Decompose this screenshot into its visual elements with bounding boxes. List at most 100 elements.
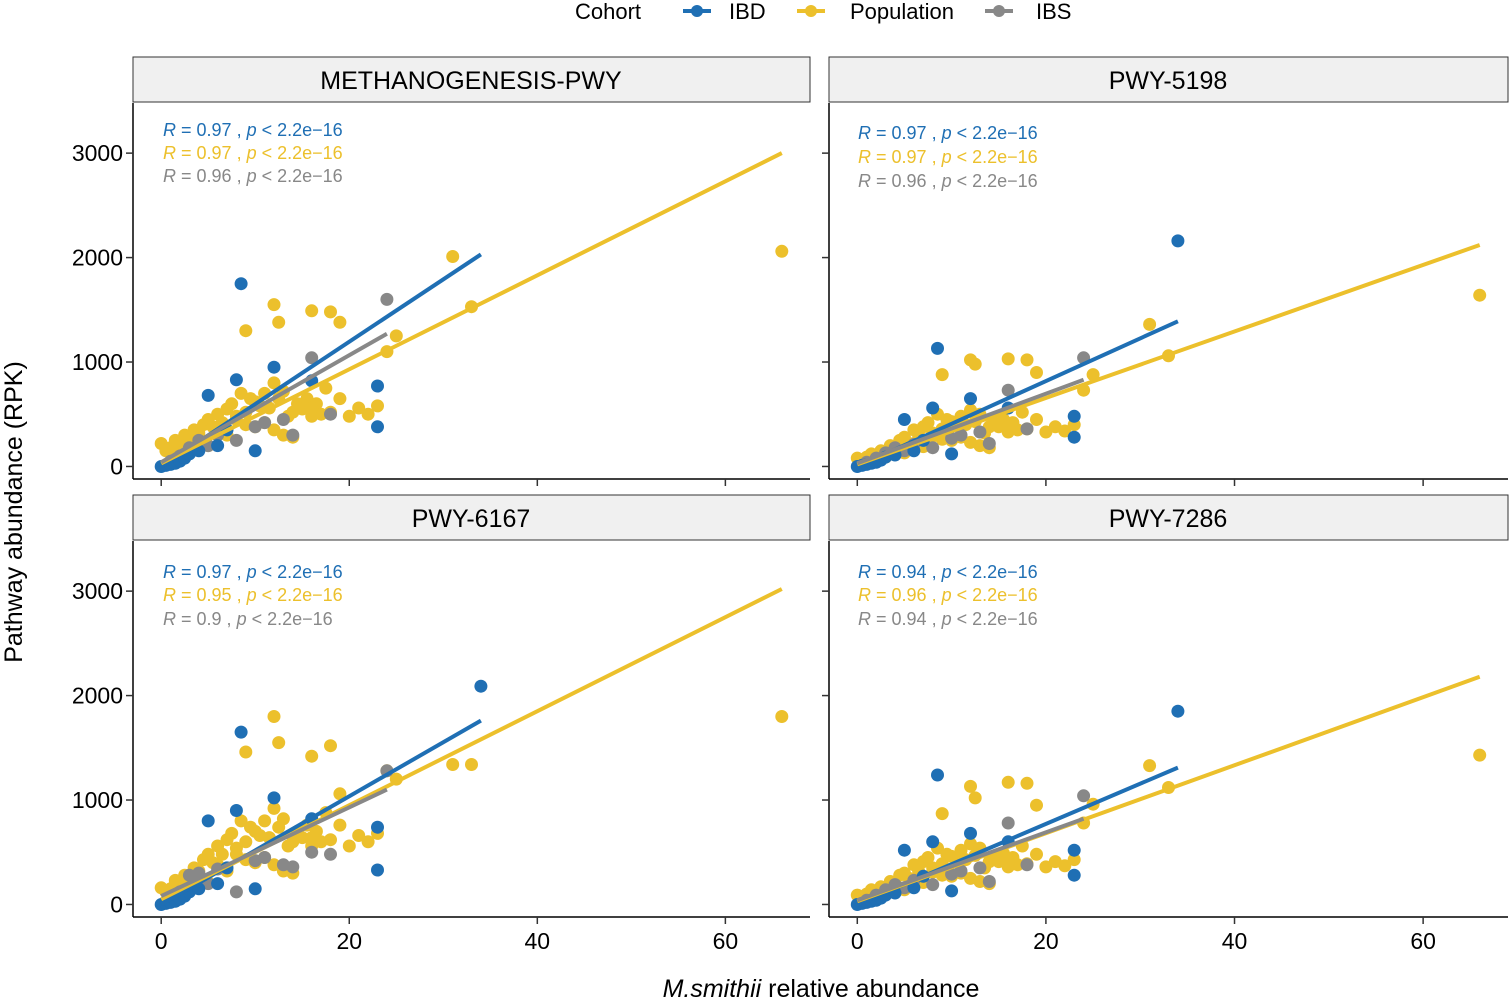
legend-title: Cohort <box>575 0 641 24</box>
data-point-ibd <box>211 877 225 891</box>
data-point-population <box>1143 317 1157 331</box>
facet-strip <box>132 494 811 541</box>
y-tick-label: 0 <box>110 891 123 917</box>
data-point-population <box>239 835 253 849</box>
data-point-population <box>1001 420 1015 434</box>
facet-plot-area: 0 1000 2000 3000 0 20 40 60 <box>72 541 810 954</box>
y-tick-label: 0 <box>110 453 123 479</box>
data-point-ibs <box>286 428 300 442</box>
data-point-population <box>267 298 281 312</box>
data-point-ibd <box>907 881 921 895</box>
chart-marks: 0 1000 2000 3000 0 1000 2000 3000 0 20 40 60 0 20 40 60 <box>72 103 1508 954</box>
stat-line-ibs: R = 0.96 , p < 2.2e−16 <box>163 166 343 186</box>
data-point-population <box>276 812 290 826</box>
data-point-ibs <box>1077 789 1091 803</box>
facet-title: PWY-6167 <box>412 505 531 533</box>
data-point-ibd <box>931 341 944 355</box>
y-tick-label: 1000 <box>72 787 123 813</box>
x-tick-label: 0 <box>155 928 168 954</box>
y-tick-label: 3000 <box>72 578 123 604</box>
facet-title: PWY-5198 <box>1109 67 1228 95</box>
facet-title: METHANOGENESIS-PWY <box>320 67 622 95</box>
data-point-ibd <box>474 679 488 693</box>
fit-line-ibs <box>160 332 388 465</box>
data-point-population <box>1030 413 1043 426</box>
facet-methanogenesis-pwy: METHANOGENESIS-PWY R = 0.97 , p < 2.2e−1… <box>132 56 811 186</box>
data-point-ibd <box>267 360 281 374</box>
data-point-ibs <box>276 413 290 426</box>
data-point-population <box>305 831 319 845</box>
legend-item-population[interactable]: Population <box>797 0 954 24</box>
data-point-population <box>324 833 337 847</box>
data-point-population <box>465 758 478 771</box>
y-tick-label: 3000 <box>72 140 123 166</box>
data-point-population <box>267 858 281 872</box>
data-point-population <box>1058 424 1072 438</box>
data-point-ibd <box>926 835 940 849</box>
correlation-stats: R = 0.97 , p < 2.2e−16 R = 0.95 , p < 2.… <box>163 562 343 629</box>
data-point-population <box>1030 798 1043 812</box>
y-axis-title: Pathway abundance (RPK) <box>0 361 28 663</box>
data-point-population <box>342 839 356 853</box>
data-point-population <box>295 402 309 416</box>
data-point-ibd <box>229 804 243 817</box>
data-point-ibs <box>1001 383 1015 397</box>
data-point-population <box>921 851 935 864</box>
data-point-population <box>1020 776 1034 790</box>
data-point-ibd <box>897 843 911 857</box>
stat-line-ibs: R = 0.9 , p < 2.2e−16 <box>163 609 333 629</box>
data-point-ibd <box>1067 409 1081 423</box>
data-point-population <box>1067 853 1081 867</box>
data-point-ibs <box>954 864 968 878</box>
data-point-ibd <box>267 791 281 805</box>
data-point-ibd <box>201 814 215 828</box>
data-point-population <box>239 324 253 338</box>
facet-pwy-7286: PWY-7286 R = 0.94 , p < 2.2e−16 R = 0.96… <box>828 494 1509 629</box>
x-tick-label: 20 <box>336 928 362 954</box>
data-point-ibd <box>964 826 977 840</box>
data-point-population <box>352 829 366 842</box>
x-axis-title-rest: relative abundance <box>761 975 979 1001</box>
data-point-ibd <box>1067 868 1081 882</box>
legend-key-point <box>993 5 1005 17</box>
x-tick-label: 60 <box>713 928 739 954</box>
x-tick-label: 20 <box>1033 928 1059 954</box>
fit-line-ibs <box>856 816 1085 903</box>
data-point-population <box>775 710 789 723</box>
legend-item-ibd[interactable]: IBD <box>683 0 766 24</box>
data-point-ibd <box>229 373 243 387</box>
data-point-population <box>239 745 253 759</box>
data-point-ibs <box>286 860 300 874</box>
data-point-population <box>1001 352 1015 366</box>
data-point-ibd <box>248 882 262 896</box>
legend-label: IBD <box>729 0 766 24</box>
data-point-population <box>361 407 375 421</box>
data-point-ibs <box>324 407 337 421</box>
data-point-population <box>234 814 248 828</box>
data-point-population <box>1030 366 1043 379</box>
stat-line-ibd: R = 0.97 , p < 2.2e−16 <box>163 562 343 582</box>
correlation-stats: R = 0.94 , p < 2.2e−16 R = 0.96 , p < 2.… <box>858 562 1038 629</box>
data-point-ibd <box>234 277 248 291</box>
stat-line-ibd: R = 0.94 , p < 2.2e−16 <box>858 562 1038 582</box>
data-point-ibs <box>973 861 987 875</box>
legend-item-ibs[interactable]: IBS <box>985 0 1071 24</box>
data-point-ibd <box>201 388 215 402</box>
data-point-ibd <box>371 379 384 393</box>
stat-line-ibs: R = 0.94 , p < 2.2e−16 <box>858 609 1038 629</box>
stat-line-ibd: R = 0.97 , p < 2.2e−16 <box>858 123 1038 143</box>
data-point-population <box>333 818 347 832</box>
facet-plot-area <box>822 103 1508 486</box>
data-point-population <box>305 749 319 763</box>
x-axis-title-species: M.smithii <box>663 975 763 1001</box>
data-point-population <box>361 835 375 849</box>
facet-title: PWY-7286 <box>1109 505 1228 533</box>
y-tick-label: 1000 <box>72 349 123 375</box>
legend-label: Population <box>850 0 954 24</box>
legend-key-point <box>805 5 817 17</box>
data-point-population <box>272 315 286 329</box>
data-point-ibs <box>973 425 987 439</box>
stat-line-ibd: R = 0.97 , p < 2.2e−16 <box>163 120 343 140</box>
data-point-population <box>775 244 789 258</box>
